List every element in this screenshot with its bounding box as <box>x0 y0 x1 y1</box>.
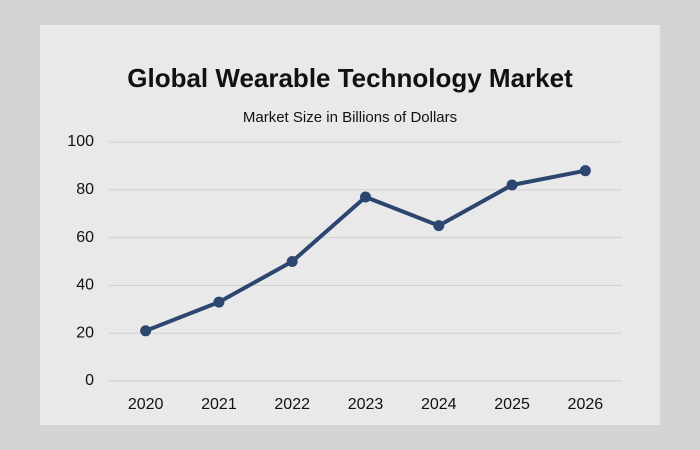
x-tick-label: 2024 <box>421 396 457 413</box>
x-tick-label: 2021 <box>201 396 237 413</box>
point <box>286 256 298 267</box>
chart-title: Global Wearable Technology Market <box>127 63 573 93</box>
point <box>140 325 152 337</box>
card <box>40 25 660 425</box>
chart-subtitle: Market Size in Billions of Dollars <box>243 109 457 126</box>
x-tick-label: 2023 <box>348 396 384 413</box>
y-tick-label: 60 <box>76 229 94 246</box>
point <box>433 220 445 232</box>
x-tick-label: 2026 <box>568 396 604 413</box>
y-tick-label: 20 <box>76 324 94 341</box>
y-tick-label: 0 <box>85 372 94 389</box>
x-tick-label: 2025 <box>494 396 530 413</box>
x-tick-label: 2022 <box>274 396 310 413</box>
x-tick-label: 2020 <box>128 396 164 413</box>
point <box>506 179 518 191</box>
point <box>579 165 591 177</box>
point <box>360 191 371 203</box>
y-tick-label: 80 <box>76 181 94 198</box>
point <box>213 296 225 308</box>
y-tick-label: 40 <box>76 277 94 294</box>
y-tick-label: 100 <box>67 133 94 150</box>
